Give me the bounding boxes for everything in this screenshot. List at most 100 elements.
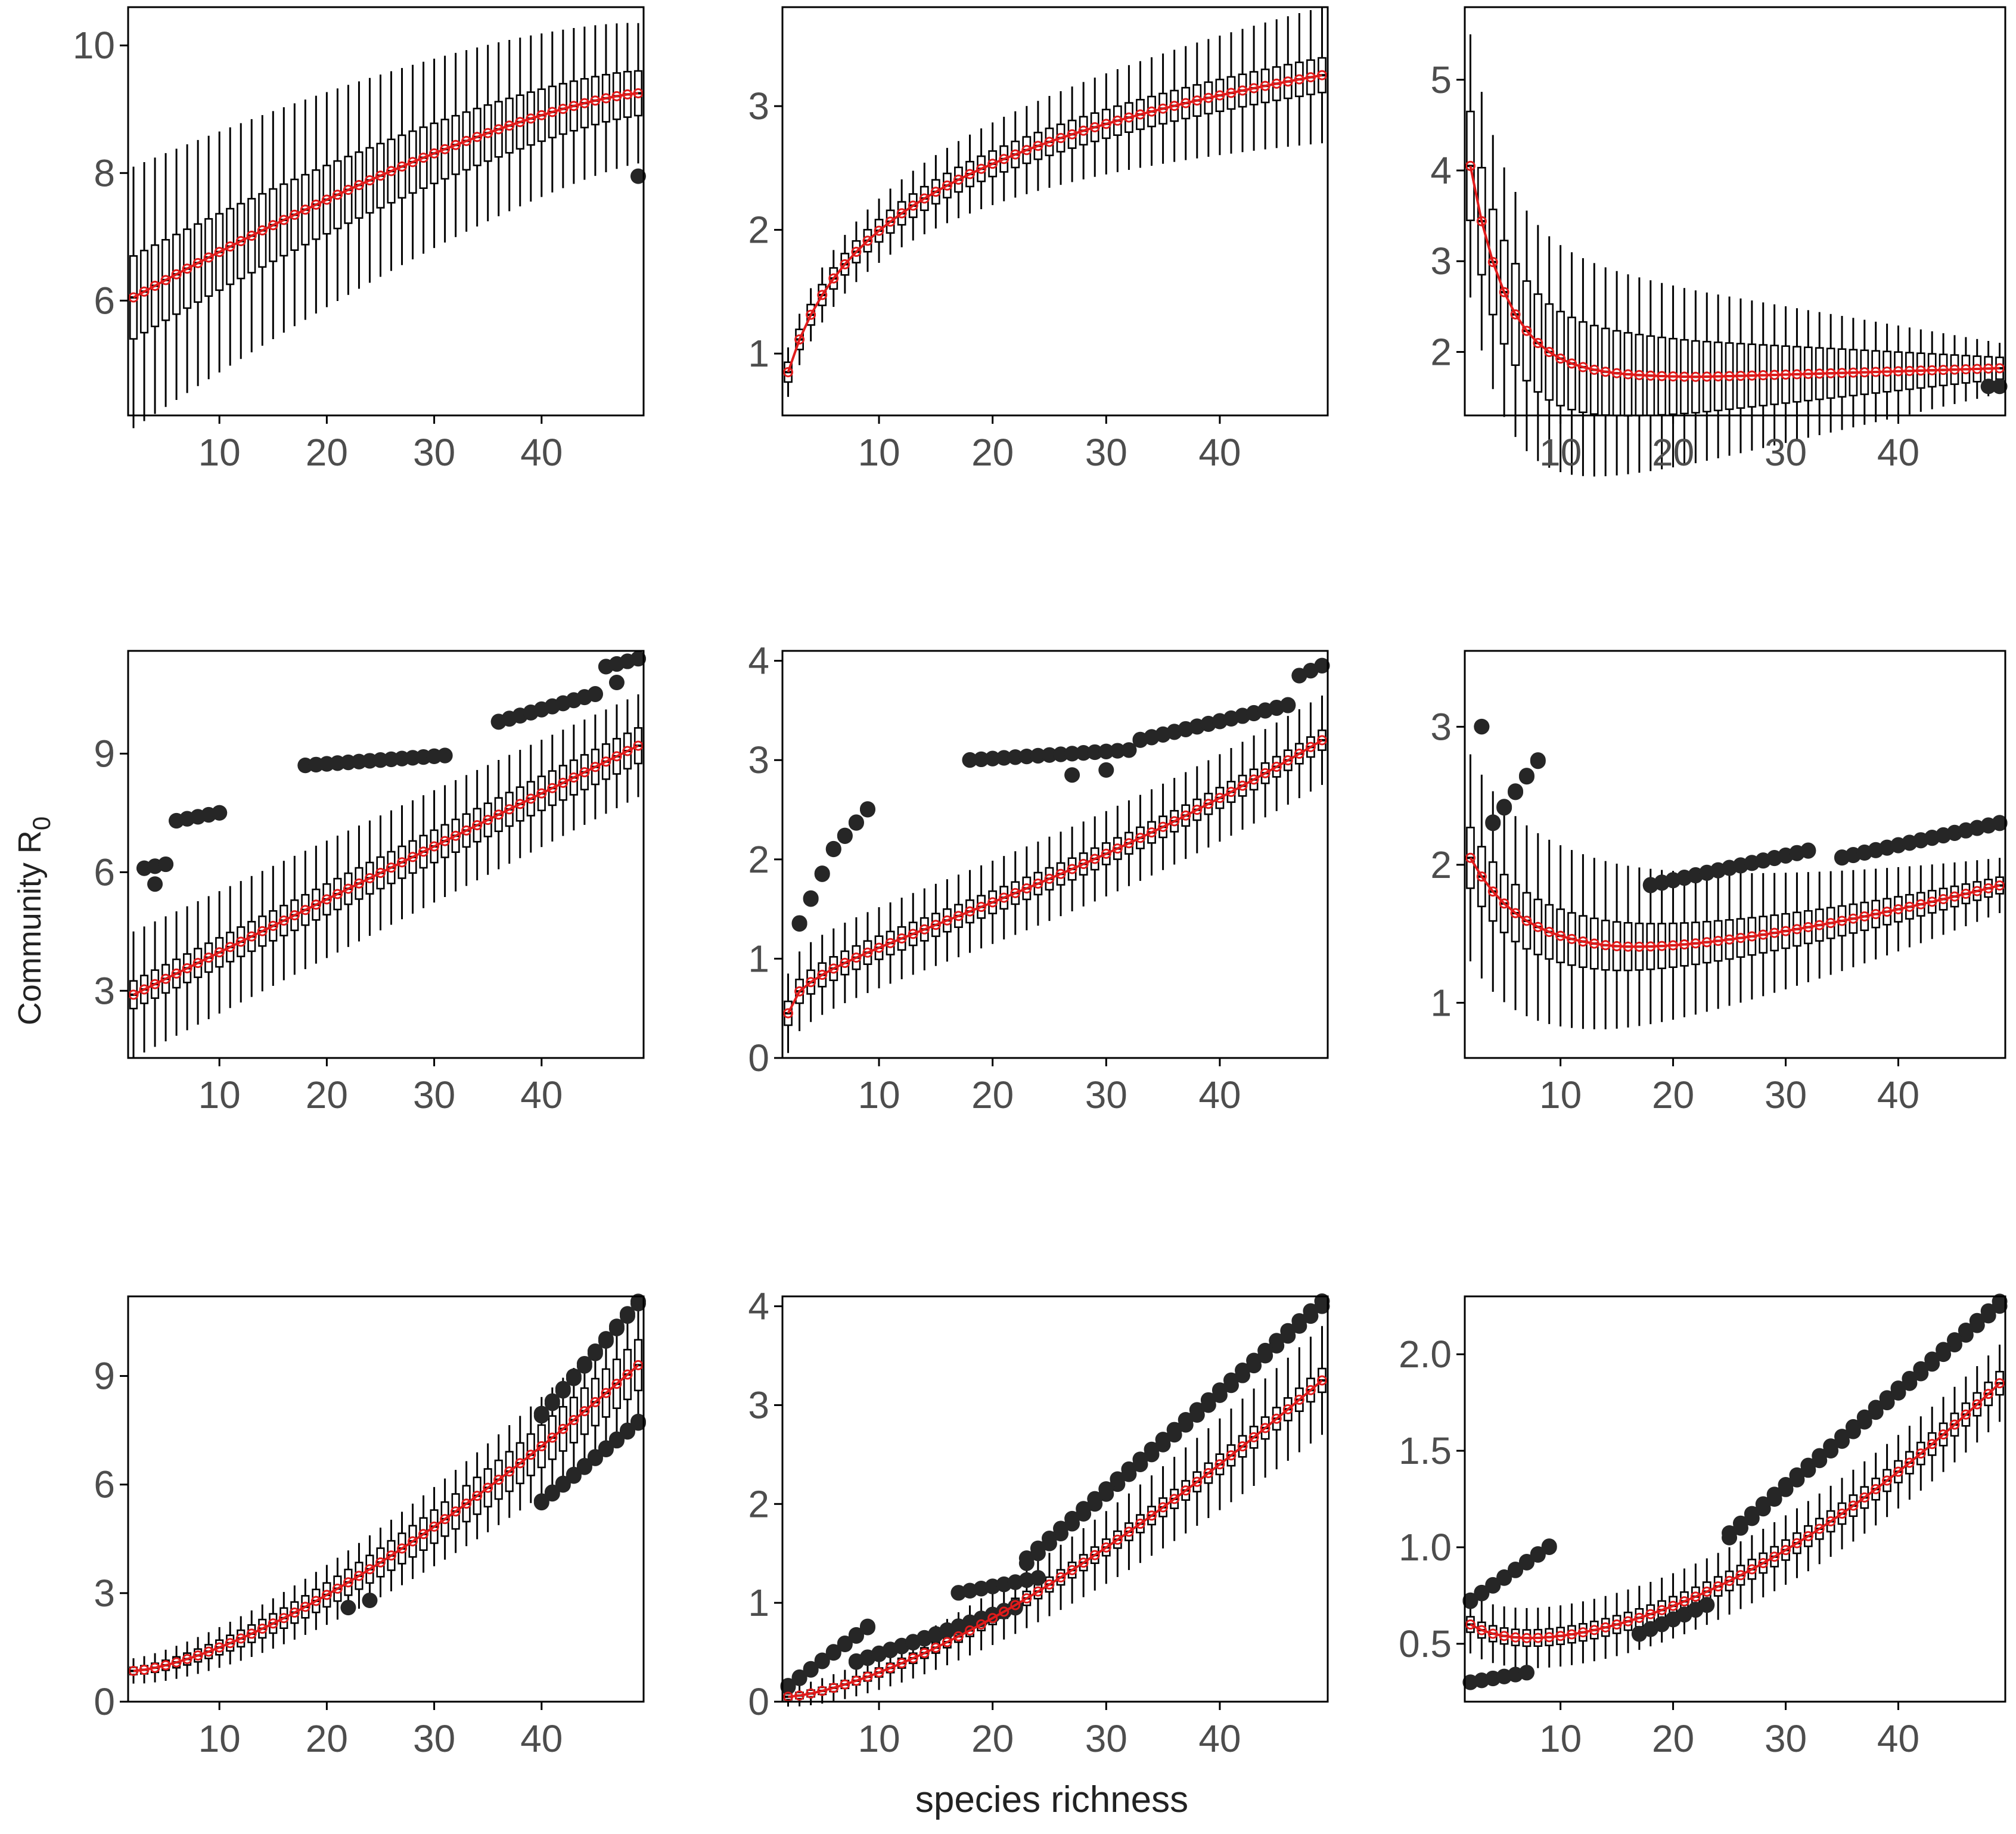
mean-point [1567, 1629, 1577, 1640]
mean-point [321, 1590, 332, 1600]
mean-point [278, 1613, 289, 1624]
outlier-point [1280, 697, 1296, 713]
mean-line [133, 1364, 639, 1672]
mean-point [1972, 364, 1983, 374]
y-tick-label: 0 [748, 1680, 769, 1723]
mean-point [1237, 85, 1248, 96]
mean-point [1487, 1628, 1498, 1639]
mean-point [289, 910, 300, 921]
panel-frame [1464, 650, 2006, 1059]
mean-point [1995, 363, 2005, 374]
y-tick-label: 10 [73, 24, 115, 67]
mean-point [451, 1506, 461, 1517]
box-43 [1927, 1407, 1937, 1482]
mean-point [1995, 880, 2005, 891]
mean-line [133, 744, 639, 996]
mean-point [1135, 833, 1145, 843]
mean-point [999, 1606, 1009, 1617]
mean-point [1089, 854, 1100, 864]
mean-point [536, 110, 547, 120]
x-axis: 10 20 30 40 [1539, 415, 1919, 474]
mean-point [1735, 1570, 1746, 1581]
mean-point [225, 241, 235, 252]
outlier-point [630, 1293, 646, 1309]
mean-point [1657, 371, 1667, 381]
mean-point [1055, 868, 1066, 879]
x-tick-label: 30 [1085, 1717, 1127, 1760]
mean-point [1724, 934, 1735, 945]
mean-point [1282, 755, 1293, 766]
mean-point [1657, 941, 1667, 951]
mean-point [1983, 1389, 1994, 1399]
mean-point [1089, 122, 1100, 132]
mean-point [1915, 1448, 1926, 1459]
mean-point [1668, 371, 1679, 382]
mean-point [1859, 911, 1870, 921]
mean-point [397, 857, 408, 868]
box-42 [1916, 865, 1925, 944]
mean-point [930, 920, 941, 930]
mean-point [225, 942, 235, 952]
mean-point [536, 788, 547, 799]
mean-point [451, 830, 461, 841]
outlier-point [1530, 752, 1546, 768]
mean-markers [783, 1375, 1327, 1702]
outlier-point [791, 915, 807, 931]
mean-point [1294, 74, 1304, 85]
mean-point [1305, 1385, 1316, 1395]
mean-point [1305, 72, 1316, 83]
mean-point [483, 1482, 493, 1493]
mean-point [408, 1536, 418, 1547]
mean-point [633, 740, 644, 751]
mean-point [1791, 924, 1802, 935]
mean-point [1555, 353, 1566, 364]
mean-point [1668, 1600, 1679, 1611]
x-tick-label: 40 [1198, 431, 1241, 474]
mean-point [343, 1577, 353, 1588]
outlier-point [825, 1644, 841, 1660]
mean-point [1226, 1450, 1237, 1461]
box-41 [1905, 1426, 1914, 1500]
x-tick-label: 20 [306, 1717, 348, 1760]
outlier-point [973, 751, 989, 767]
mean-point [504, 1466, 515, 1477]
mean-point [1701, 937, 1712, 948]
y-tick-label: 6 [94, 1463, 115, 1506]
outlier-point [1485, 814, 1501, 830]
mean-point [1544, 1632, 1555, 1643]
panel-r1c2: 10 20 30 40 1 2 3 [748, 6, 1329, 474]
mean-point [1915, 899, 1926, 910]
mean-point [1882, 907, 1893, 917]
box-49 [1318, 7, 1327, 144]
outlier-point [1053, 746, 1069, 762]
mean-markers [783, 70, 1327, 377]
y-axis: 0.5 1.0 1.5 2.0 [1399, 1333, 1465, 1665]
mean-point [235, 936, 246, 947]
outlier-point [1699, 1597, 1715, 1613]
mean-point [1949, 891, 1960, 902]
mean-point [1123, 1526, 1134, 1537]
mean-point [418, 1529, 429, 1540]
mean-point [1735, 933, 1746, 944]
mean-point [310, 199, 321, 210]
mean-point [579, 1406, 590, 1417]
mean-point [1067, 1565, 1077, 1575]
mean-point [1021, 145, 1032, 156]
x-tick-label: 40 [1198, 1073, 1241, 1116]
mean-point [1203, 799, 1214, 809]
outlier-point [1980, 378, 1996, 395]
mean-point [1781, 926, 1791, 936]
x-tick-label: 40 [1877, 1073, 1919, 1116]
y-tick-label: 2 [748, 209, 769, 252]
mean-point [1305, 741, 1316, 752]
y-tick-label: 1 [748, 937, 769, 980]
mean-line [133, 92, 639, 299]
mean-point [558, 777, 569, 788]
outlier-point [1121, 742, 1137, 758]
y-tick-label: 2 [748, 838, 769, 881]
x-tick-label: 30 [413, 431, 455, 474]
y-tick-label: 2 [1430, 843, 1452, 886]
mean-point [1237, 780, 1248, 791]
mean-point [1949, 364, 1960, 375]
